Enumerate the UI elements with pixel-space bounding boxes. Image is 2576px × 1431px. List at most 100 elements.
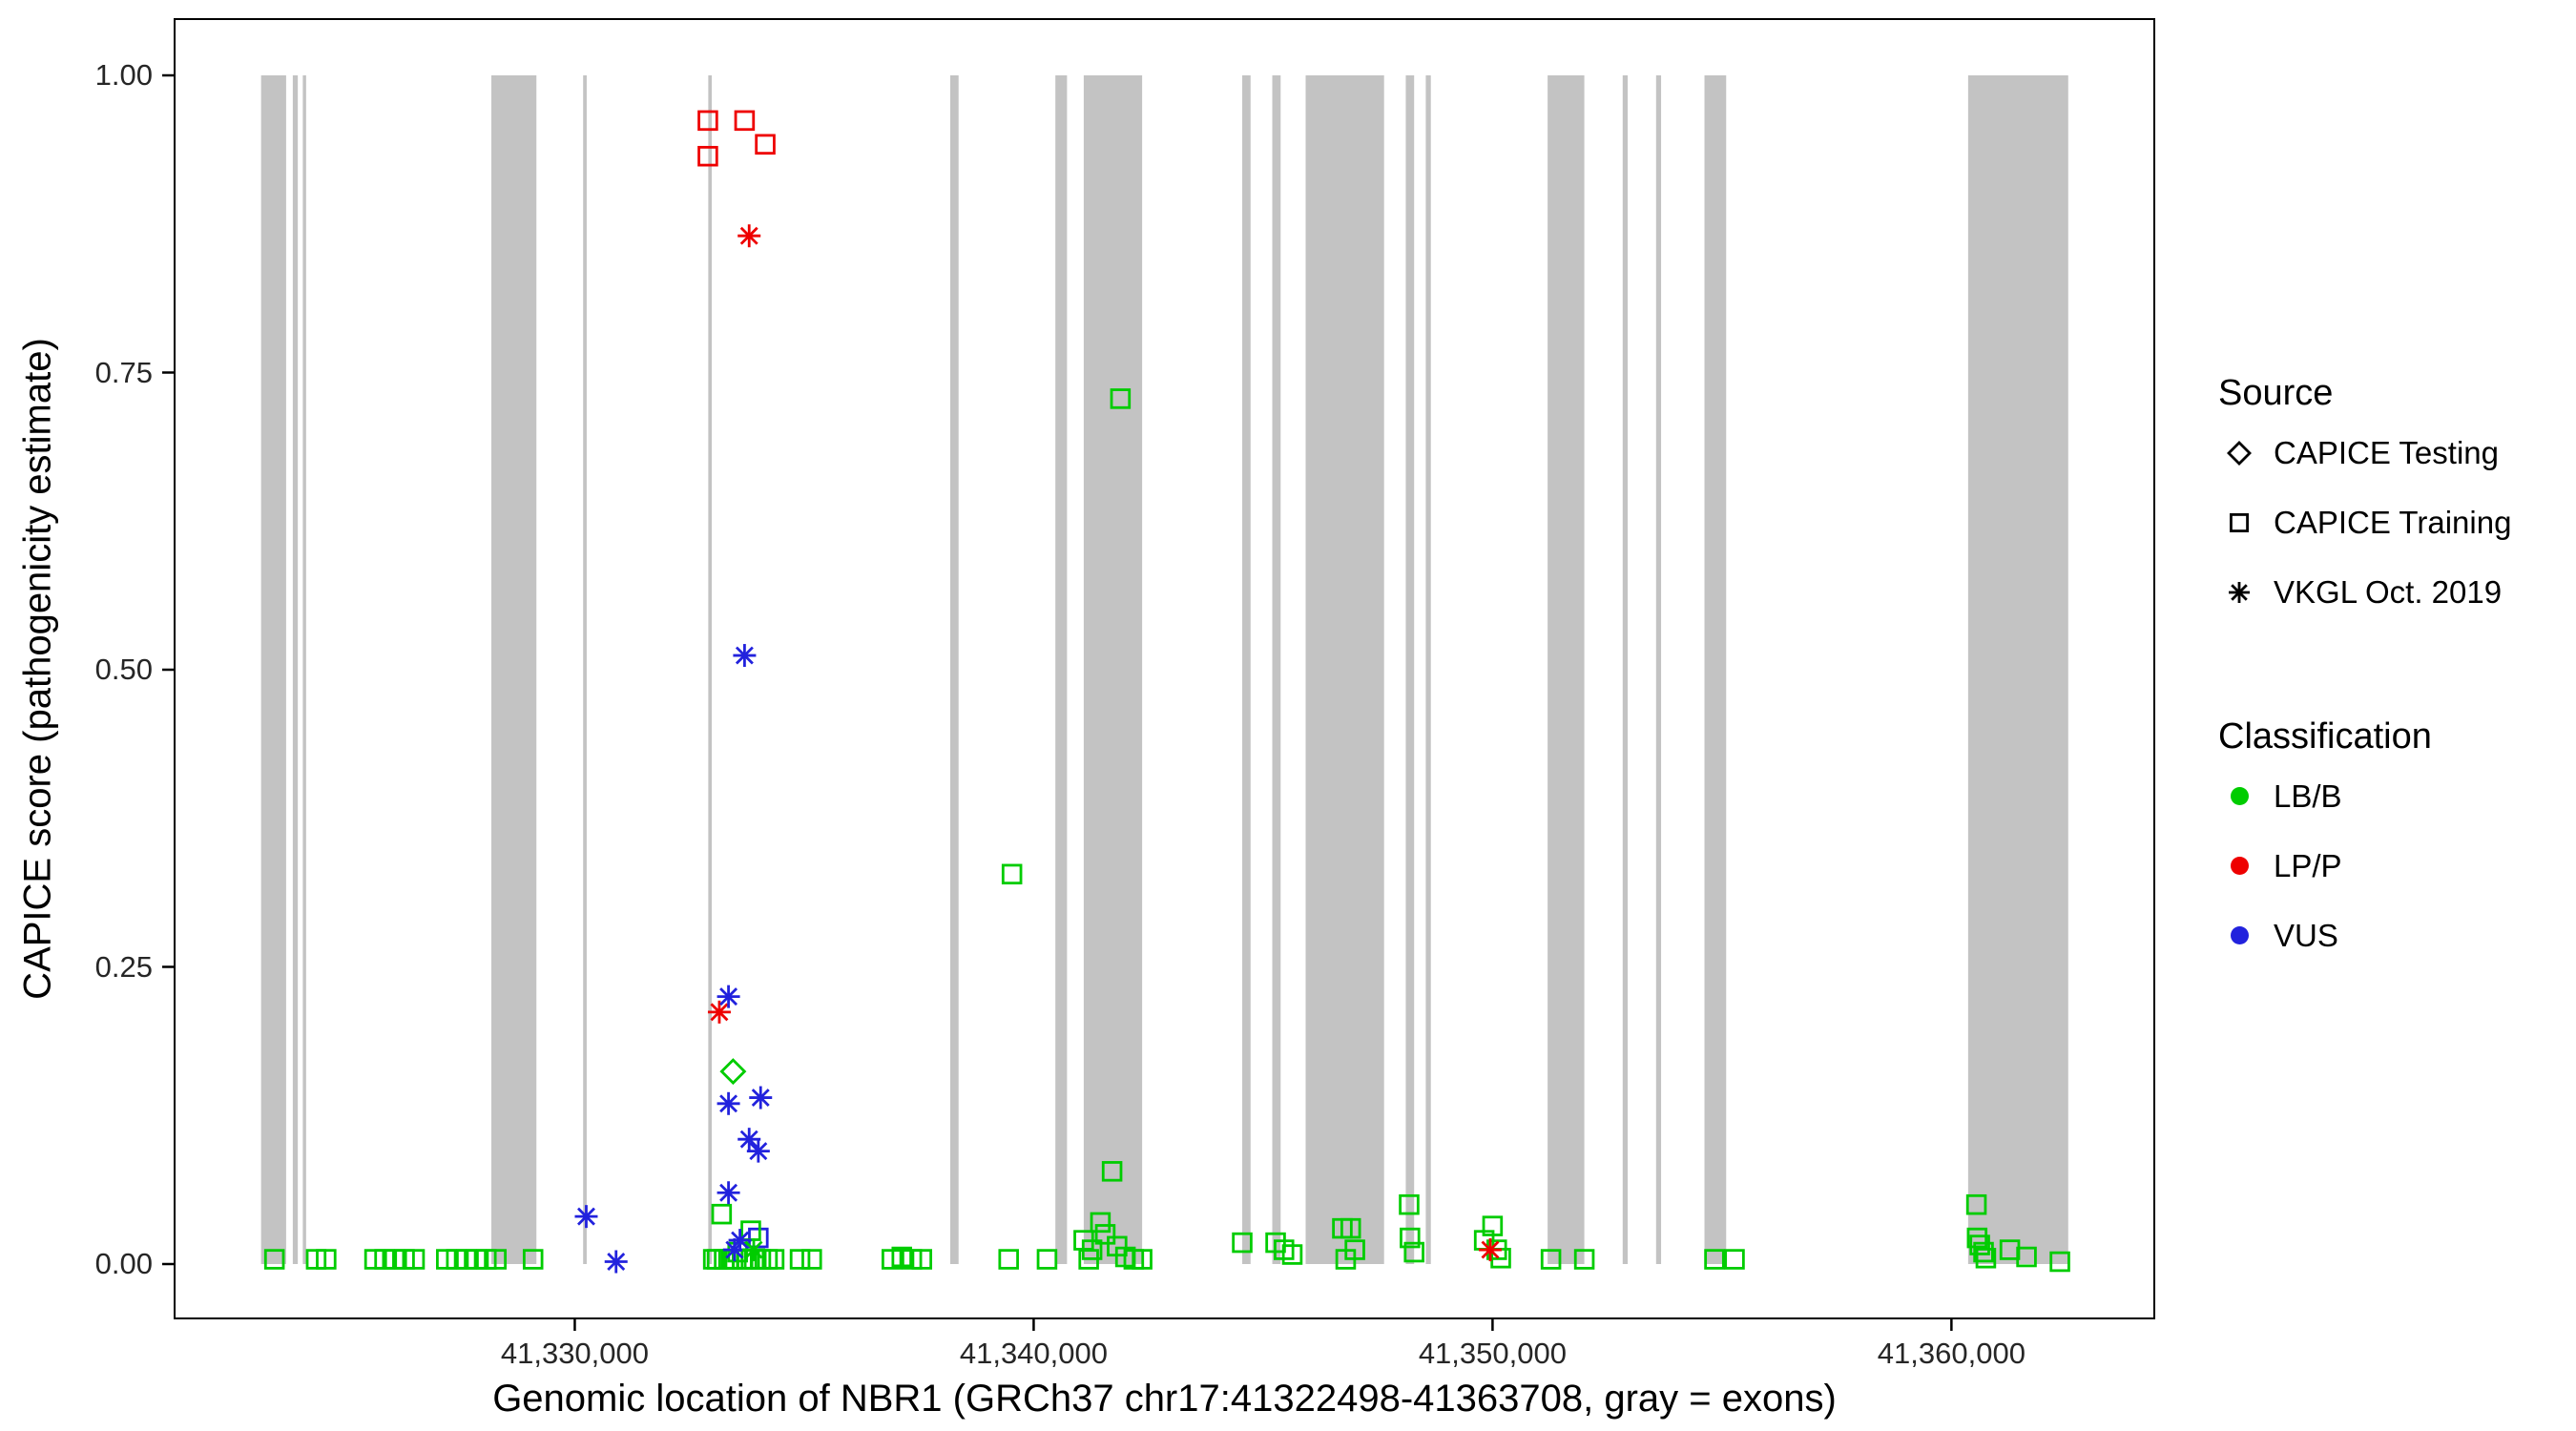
legend-item-vus: VUS xyxy=(2218,901,2576,970)
legend-item-label: VKGL Oct. 2019 xyxy=(2274,573,2503,610)
x-tick-label: 41,360,000 xyxy=(1877,1337,2025,1370)
data-point-square xyxy=(998,1249,1019,1270)
legend-item-vkgl: VKGL Oct. 2019 xyxy=(2218,557,2576,627)
data-point-square xyxy=(1340,1217,1361,1239)
data-point-square xyxy=(911,1249,933,1270)
data-point-asterisk xyxy=(717,1091,740,1115)
exon-band xyxy=(302,75,306,1264)
legend-item-lbb: LB/B xyxy=(2218,761,2576,831)
data-point-square xyxy=(711,1203,733,1225)
data-point-square xyxy=(2016,1246,2037,1268)
green-dot-icon xyxy=(2231,787,2249,805)
data-point-square xyxy=(1094,1224,1116,1245)
data-point-square xyxy=(1973,1241,1994,1263)
data-point-asterisk xyxy=(737,1128,761,1151)
data-point-square xyxy=(404,1249,426,1270)
y-tick-label: 1.00 xyxy=(94,58,153,92)
data-point-square xyxy=(734,110,756,132)
data-point-square xyxy=(522,1249,544,1270)
x-tick-label: 41,340,000 xyxy=(959,1337,1108,1370)
plot-area xyxy=(162,73,2070,1331)
plot-panel xyxy=(162,18,2155,1331)
y-tick-label: 0.00 xyxy=(94,1247,153,1280)
data-point-square xyxy=(1724,1249,1745,1270)
exon-band xyxy=(491,75,537,1264)
exon-band xyxy=(708,75,713,1264)
data-point-square xyxy=(1540,1249,1562,1270)
legend-item-label: LP/P xyxy=(2274,847,2342,883)
data-point-square xyxy=(263,1249,285,1270)
data-point-square xyxy=(1110,388,1132,409)
data-point-asterisk xyxy=(574,1205,598,1229)
data-point-square xyxy=(1573,1249,1595,1270)
data-point-square xyxy=(2049,1251,2070,1273)
exon-band xyxy=(583,75,587,1264)
data-point-square xyxy=(486,1249,508,1270)
legend-item-capice-testing: CAPICE Testing xyxy=(2218,418,2576,487)
data-point-square xyxy=(1969,1234,1990,1255)
exon-band xyxy=(1242,75,1251,1264)
y-tick-label: 0.75 xyxy=(94,355,153,389)
data-point-square xyxy=(1966,1227,1988,1249)
y-tick-label: 0.25 xyxy=(94,949,153,984)
data-point-square xyxy=(1400,1227,1421,1249)
exon-band xyxy=(260,75,286,1264)
exon-band xyxy=(1405,75,1415,1264)
data-point-square xyxy=(1036,1249,1058,1270)
diamond-icon xyxy=(2227,440,2252,466)
data-point-square xyxy=(1132,1249,1153,1270)
data-point-square xyxy=(1704,1249,1725,1270)
data-point-square xyxy=(1081,1239,1103,1260)
exon-band xyxy=(1305,75,1384,1264)
x-tick-label: 41,350,000 xyxy=(1418,1337,1567,1370)
exon-band xyxy=(1967,75,2068,1264)
data-point-square xyxy=(763,1249,785,1270)
data-point-square xyxy=(1335,1249,1357,1270)
data-point-asterisk xyxy=(722,1238,746,1262)
legend-source-title: Source xyxy=(2218,373,2334,413)
data-point-square xyxy=(1090,1212,1111,1234)
data-point-square xyxy=(1101,1161,1123,1182)
data-point-asterisk xyxy=(717,1181,740,1205)
data-point-square xyxy=(789,1249,811,1270)
data-point-square xyxy=(1001,863,1023,885)
blue-dot-icon xyxy=(2231,926,2249,944)
data-point-asterisk xyxy=(604,1250,628,1274)
data-point-asterisk xyxy=(742,1238,766,1262)
exon-band xyxy=(1083,75,1143,1264)
legend-item-capice-training: CAPICE Training xyxy=(2218,487,2576,557)
exon-band xyxy=(1272,75,1281,1264)
data-point-square xyxy=(1965,1193,1987,1215)
data-point-square xyxy=(1281,1244,1303,1265)
data-point-square xyxy=(801,1249,822,1270)
exon-band xyxy=(1622,75,1629,1264)
y-tick-label: 0.50 xyxy=(94,653,153,686)
exon-band xyxy=(1655,75,1662,1264)
data-point-square xyxy=(1232,1232,1253,1254)
data-point-asterisk xyxy=(737,224,761,248)
exon-band xyxy=(292,75,299,1264)
data-point-square xyxy=(316,1249,337,1270)
data-point-square xyxy=(1975,1248,1997,1269)
data-point-square xyxy=(1399,1193,1420,1215)
exon-band xyxy=(1425,75,1431,1264)
legend-item-lpp: LP/P xyxy=(2218,831,2576,901)
data-point-asterisk xyxy=(749,1086,773,1110)
data-point-square xyxy=(755,134,776,156)
data-point-square xyxy=(697,145,718,167)
data-point-asterisk xyxy=(1478,1238,1502,1262)
legend-item-label: CAPICE Training xyxy=(2274,504,2512,540)
exon-band xyxy=(1548,75,1585,1264)
exon-band xyxy=(1704,75,1727,1264)
legend-item-label: CAPICE Testing xyxy=(2274,434,2499,470)
exon-band xyxy=(1055,75,1068,1264)
x-axis-title: Genomic location of NBR1 (GRCh37 chr17:4… xyxy=(492,1378,1837,1420)
legend: Source CAPICE Testing CAPICE Training VK… xyxy=(2218,370,2576,970)
legend-item-label: LB/B xyxy=(2274,778,2342,814)
exon-band xyxy=(949,75,959,1264)
legend-item-label: VUS xyxy=(2274,917,2338,953)
red-dot-icon xyxy=(2231,857,2249,875)
x-tick-label: 41,330,000 xyxy=(500,1337,650,1370)
data-point-diamond xyxy=(719,1058,747,1086)
